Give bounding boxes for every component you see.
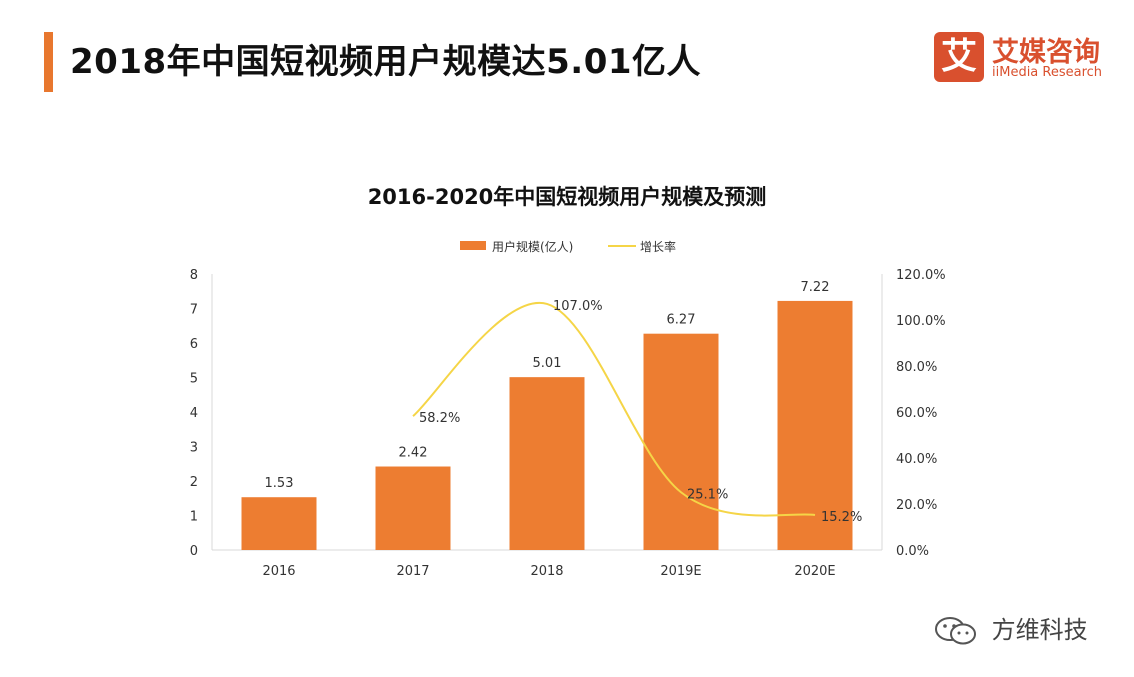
y-left-tick-label: 5	[190, 372, 198, 387]
page-title: 2018年中国短视频用户规模达5.01亿人	[70, 42, 702, 82]
legend-label-growth: 增长率	[640, 240, 677, 254]
line-data-label: 58.2%	[419, 411, 460, 426]
watermark: 方维科技	[934, 610, 1088, 646]
growth-rate-line	[412, 301, 816, 517]
logo-mark: 艾	[934, 32, 984, 82]
bar-data-label: 7.22	[801, 280, 830, 295]
line-data-label: 25.1%	[687, 487, 728, 502]
bar	[375, 466, 451, 550]
bar	[509, 377, 585, 550]
x-tick-label: 2019E	[660, 564, 701, 579]
y-right-tick-label: 60.0%	[896, 406, 937, 421]
bar-data-label: 1.53	[265, 476, 294, 491]
chart-title: 2016-2020年中国短视频用户规模及预测	[367, 185, 767, 209]
y-right-tick-label: 100.0%	[896, 314, 946, 329]
y-left-tick-label: 2	[190, 475, 198, 490]
y-left-tick-label: 6	[190, 337, 198, 352]
y-right-tick-label: 120.0%	[896, 268, 946, 283]
y-left-tick-label: 4	[190, 406, 198, 421]
line-data-label: 15.2%	[821, 510, 862, 525]
y-right-tick-label: 20.0%	[896, 498, 937, 513]
y-left-tick-label: 7	[190, 303, 198, 318]
logo-name-en: iiMedia Research	[992, 65, 1103, 80]
bar-data-label: 2.42	[399, 446, 428, 461]
wechat-icon	[935, 617, 976, 645]
line-data-label: 107.0%	[553, 299, 603, 314]
legend-label-users: 用户规模(亿人)	[492, 240, 574, 254]
bar	[241, 497, 317, 550]
y-right-tick-label: 40.0%	[896, 452, 937, 467]
legend-swatch-bar	[460, 241, 486, 250]
bar	[777, 300, 853, 550]
x-tick-label: 2017	[396, 564, 429, 579]
x-tick-label: 2016	[262, 564, 295, 579]
bar	[643, 333, 719, 550]
y-left-tick-label: 8	[190, 268, 198, 283]
x-tick-label: 2020E	[794, 564, 835, 579]
legend-swatch-line	[608, 245, 636, 247]
y-left-tick-label: 3	[190, 441, 198, 456]
bar-data-label: 5.01	[533, 356, 562, 371]
logo-name-cn: 艾媒咨询	[992, 37, 1100, 68]
watermark-text: 方维科技	[991, 616, 1088, 644]
y-right-tick-label: 80.0%	[896, 360, 937, 375]
y-left-tick-label: 1	[190, 510, 198, 525]
title-accent-bar	[44, 32, 53, 92]
x-tick-label: 2018	[530, 564, 563, 579]
bar-data-label: 6.27	[667, 313, 696, 328]
y-left-tick-label: 0	[190, 544, 198, 559]
y-right-tick-label: 0.0%	[896, 544, 929, 559]
iimedia-logo: 艾 艾媒咨询 iiMedia Research	[934, 32, 1114, 86]
